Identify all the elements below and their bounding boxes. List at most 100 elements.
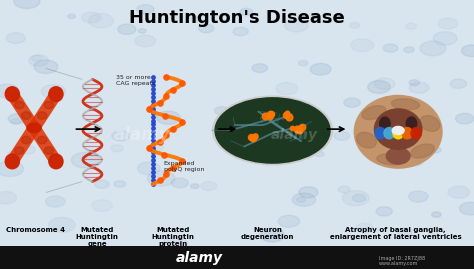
- Circle shape: [450, 79, 467, 89]
- Text: alamy: alamy: [270, 128, 318, 141]
- Text: Mutated
Huntingtin
gene: Mutated Huntingtin gene: [76, 227, 118, 247]
- Circle shape: [72, 152, 99, 168]
- Circle shape: [215, 107, 229, 115]
- Ellipse shape: [411, 128, 421, 139]
- Circle shape: [233, 27, 248, 36]
- Circle shape: [191, 16, 200, 22]
- Circle shape: [21, 146, 35, 154]
- Text: Expanded
polyQ region: Expanded polyQ region: [164, 161, 204, 172]
- Ellipse shape: [406, 117, 417, 130]
- Circle shape: [278, 215, 300, 227]
- Text: Chromosome 4: Chromosome 4: [6, 227, 65, 233]
- Circle shape: [456, 113, 474, 124]
- Circle shape: [406, 23, 417, 29]
- Circle shape: [430, 147, 441, 153]
- Circle shape: [10, 119, 21, 125]
- Circle shape: [410, 82, 429, 93]
- Ellipse shape: [384, 128, 394, 139]
- Circle shape: [459, 202, 474, 215]
- Circle shape: [356, 223, 374, 233]
- Circle shape: [88, 13, 113, 28]
- Circle shape: [284, 18, 308, 32]
- Ellipse shape: [356, 132, 376, 148]
- Circle shape: [310, 63, 331, 75]
- Circle shape: [152, 144, 164, 151]
- Circle shape: [342, 190, 369, 206]
- Circle shape: [376, 207, 392, 216]
- Circle shape: [43, 149, 53, 155]
- Circle shape: [32, 55, 42, 61]
- Circle shape: [240, 8, 253, 16]
- Circle shape: [157, 111, 180, 124]
- Circle shape: [276, 122, 296, 133]
- Ellipse shape: [21, 136, 31, 144]
- Circle shape: [29, 55, 48, 66]
- Circle shape: [368, 81, 390, 93]
- Circle shape: [404, 155, 424, 166]
- Ellipse shape: [49, 87, 63, 102]
- Circle shape: [334, 132, 350, 140]
- Ellipse shape: [37, 112, 47, 119]
- Circle shape: [8, 151, 16, 156]
- Text: alamy: alamy: [175, 251, 223, 265]
- Circle shape: [315, 151, 324, 157]
- Circle shape: [112, 131, 130, 141]
- Text: Image ID: 2R7ZJ88
www.alamy.com: Image ID: 2R7ZJ88 www.alamy.com: [379, 256, 425, 266]
- Circle shape: [0, 161, 24, 176]
- Circle shape: [353, 194, 365, 202]
- Text: Huntington's Disease: Huntington's Disease: [129, 9, 345, 27]
- Circle shape: [147, 171, 175, 186]
- Circle shape: [432, 212, 441, 217]
- Ellipse shape: [386, 148, 410, 164]
- Ellipse shape: [380, 117, 390, 130]
- Ellipse shape: [15, 147, 24, 154]
- Circle shape: [292, 193, 316, 206]
- Circle shape: [344, 98, 360, 107]
- Circle shape: [373, 144, 401, 160]
- Circle shape: [118, 24, 136, 34]
- Circle shape: [6, 33, 25, 44]
- Text: 35 or more
CAG repeats: 35 or more CAG repeats: [116, 75, 155, 86]
- Ellipse shape: [15, 101, 24, 109]
- Circle shape: [46, 196, 65, 207]
- Circle shape: [252, 64, 267, 73]
- Circle shape: [8, 114, 26, 124]
- Circle shape: [68, 14, 75, 19]
- Ellipse shape: [392, 99, 419, 110]
- Circle shape: [350, 22, 360, 28]
- Circle shape: [0, 192, 17, 204]
- Ellipse shape: [44, 101, 54, 109]
- Ellipse shape: [393, 128, 403, 139]
- Circle shape: [0, 84, 19, 98]
- Ellipse shape: [392, 126, 404, 134]
- Circle shape: [114, 181, 126, 187]
- Circle shape: [430, 231, 438, 236]
- Circle shape: [260, 228, 284, 242]
- Ellipse shape: [37, 136, 47, 144]
- Bar: [0, 246, 474, 269]
- Ellipse shape: [375, 128, 385, 139]
- Text: Mutated
Huntingtin
protein: Mutated Huntingtin protein: [152, 227, 194, 247]
- Circle shape: [199, 24, 214, 33]
- Ellipse shape: [5, 87, 19, 102]
- Circle shape: [215, 98, 330, 163]
- Circle shape: [433, 32, 457, 45]
- Circle shape: [163, 237, 188, 251]
- Ellipse shape: [420, 116, 440, 131]
- Circle shape: [374, 78, 395, 90]
- Circle shape: [462, 45, 474, 56]
- Circle shape: [137, 5, 154, 14]
- Ellipse shape: [377, 154, 405, 165]
- Circle shape: [138, 29, 146, 33]
- Circle shape: [383, 44, 398, 52]
- Circle shape: [13, 97, 24, 103]
- Circle shape: [137, 162, 160, 175]
- Circle shape: [276, 83, 298, 95]
- Circle shape: [386, 148, 401, 157]
- Circle shape: [49, 217, 75, 232]
- Circle shape: [398, 228, 412, 236]
- Circle shape: [213, 97, 332, 164]
- Text: alamy: alamy: [114, 126, 171, 143]
- Circle shape: [92, 200, 112, 211]
- Circle shape: [351, 39, 374, 52]
